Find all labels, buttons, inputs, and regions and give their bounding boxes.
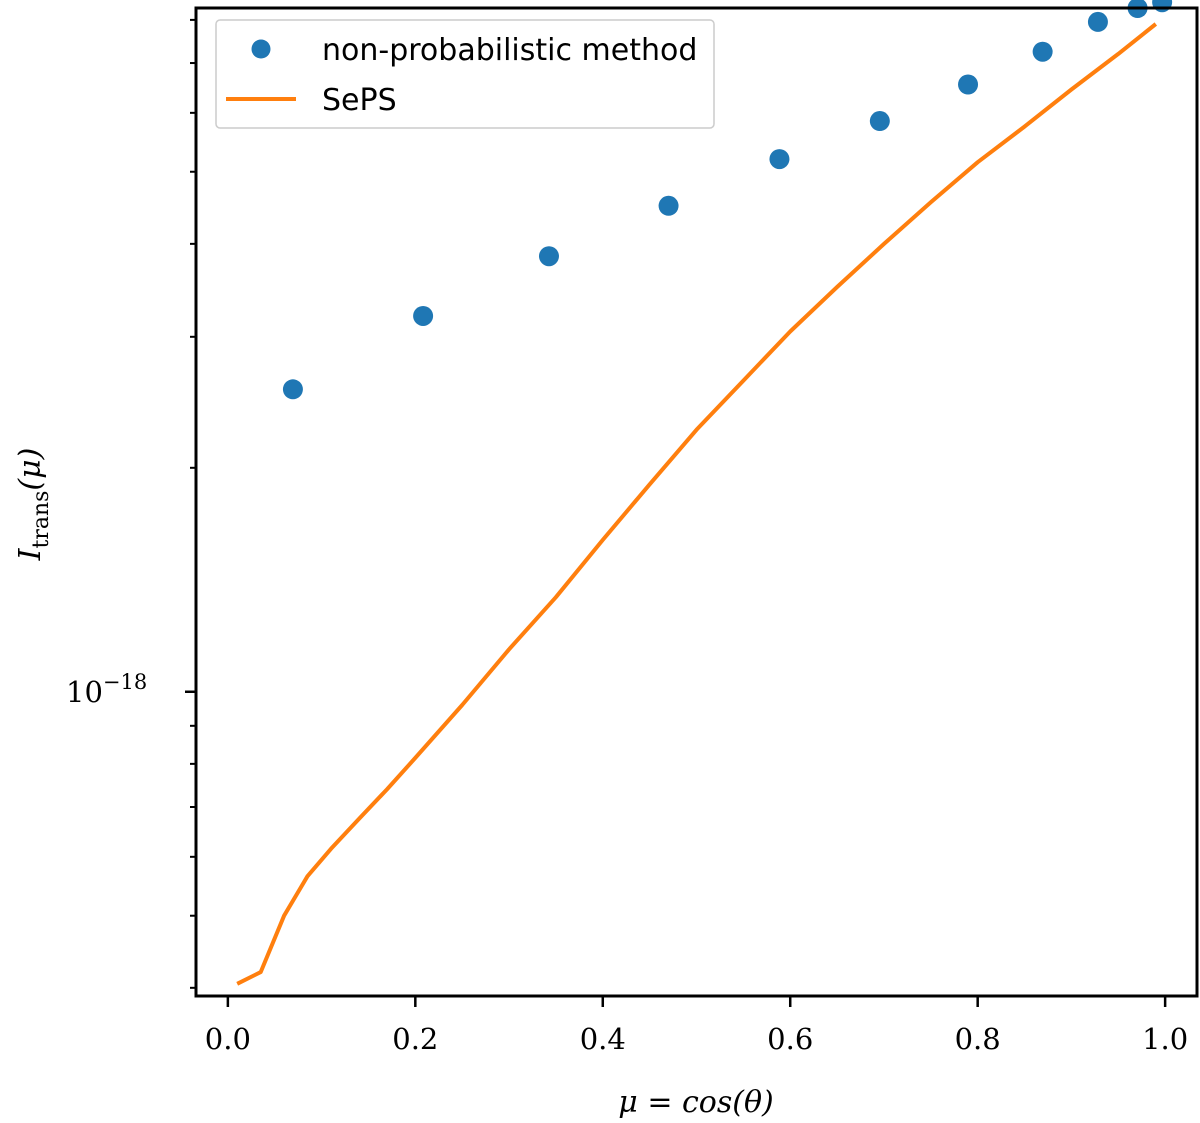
x-axis-label: μ = cos(θ) bbox=[618, 1085, 773, 1120]
scatter-point bbox=[282, 379, 303, 400]
scatter-point bbox=[413, 305, 434, 326]
y-axis-label-paren: (μ) bbox=[13, 448, 48, 491]
x-tick-label: 1.0 bbox=[1142, 1022, 1188, 1056]
scatter-point bbox=[958, 74, 979, 95]
x-axis-ticks: 0.0 0.2 0.4 0.6 0.8 1.0 bbox=[205, 996, 1188, 1056]
x-tick-label: 0.8 bbox=[955, 1022, 1001, 1056]
legend-label-scatter: non-probabilistic method bbox=[322, 33, 697, 68]
y-axis-label-main: I bbox=[13, 547, 48, 561]
scatter-point bbox=[1087, 11, 1108, 32]
x-tick-label: 0.2 bbox=[392, 1022, 438, 1056]
y-axis-ticks: 10−18 bbox=[66, 18, 196, 989]
y-tick-label: 10−18 bbox=[66, 670, 147, 709]
plot-area bbox=[196, 8, 1197, 996]
scatter-point bbox=[869, 111, 890, 132]
x-tick-label: 0.0 bbox=[205, 1022, 251, 1056]
legend-label-line: SePS bbox=[322, 83, 397, 118]
legend-box bbox=[215, 19, 715, 129]
x-tick-label: 0.6 bbox=[767, 1022, 813, 1056]
y-axis-label: Itrans(μ) bbox=[13, 448, 54, 562]
seps-line bbox=[236, 22, 1158, 986]
scatter-point bbox=[658, 195, 679, 216]
scatter-point bbox=[769, 149, 790, 170]
legend: non-probabilistic method SePS bbox=[215, 19, 715, 129]
scatter-point bbox=[538, 246, 559, 267]
legend-marker-scatter bbox=[251, 39, 271, 59]
plot-frame bbox=[194, 6, 1199, 998]
scatter-point bbox=[1032, 41, 1053, 62]
y-axis-label-sub: trans bbox=[29, 491, 54, 549]
x-tick-label: 0.4 bbox=[580, 1022, 626, 1056]
